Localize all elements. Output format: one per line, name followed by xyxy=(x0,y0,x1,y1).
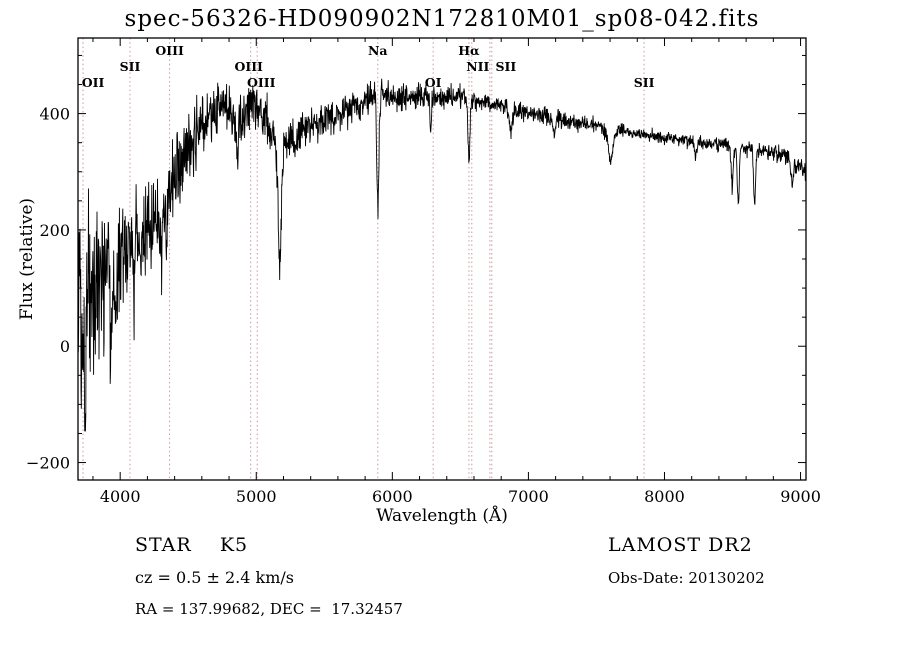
spectral-line-label: OIII xyxy=(234,59,263,74)
spectral-line-label: OIII xyxy=(247,75,276,90)
y-tick-label: −200 xyxy=(26,454,70,473)
x-tick-label: 9000 xyxy=(780,487,821,506)
ra-dec-label: RA = 137.99682, DEC = 17.32457 xyxy=(135,600,403,618)
y-tick-label: 0 xyxy=(60,337,70,356)
y-axis-label: Flux (relative) xyxy=(17,197,37,321)
spectral-line-label: SII xyxy=(496,59,517,74)
x-tick-label: 7000 xyxy=(508,487,549,506)
cz-velocity-label: cz = 0.5 ± 2.4 km/s xyxy=(135,568,294,587)
spectral-line-label: OI xyxy=(425,75,442,90)
survey-label: LAMOST DR2 xyxy=(608,534,753,556)
spectral-line-label: NII xyxy=(466,59,489,74)
y-tick-label: 400 xyxy=(39,105,70,124)
axis-frame xyxy=(77,37,807,481)
x-axis-label: Wavelength (Å) xyxy=(376,506,508,526)
x-tick-label: 5000 xyxy=(236,487,277,506)
object-class-label: STAR K5 xyxy=(135,534,249,556)
spectral-line-label: Hα xyxy=(458,43,480,58)
spectral-line-label: OIII xyxy=(155,43,184,58)
spectral-line-label: OII xyxy=(82,75,105,90)
obs-date-label: Obs-Date: 20130202 xyxy=(608,569,765,587)
spectral-line-label: SII xyxy=(634,75,655,90)
plot-title: spec-56326-HD090902N172810M01_sp08-042.f… xyxy=(124,6,760,32)
y-tick-label: 200 xyxy=(39,221,70,240)
x-tick-label: 8000 xyxy=(644,487,685,506)
x-tick-label: 4000 xyxy=(100,487,141,506)
spectral-line-label: Na xyxy=(368,43,388,58)
spectrum-path xyxy=(77,78,807,432)
x-tick-label: 6000 xyxy=(372,487,413,506)
spectral-line-label: SII xyxy=(120,59,141,74)
